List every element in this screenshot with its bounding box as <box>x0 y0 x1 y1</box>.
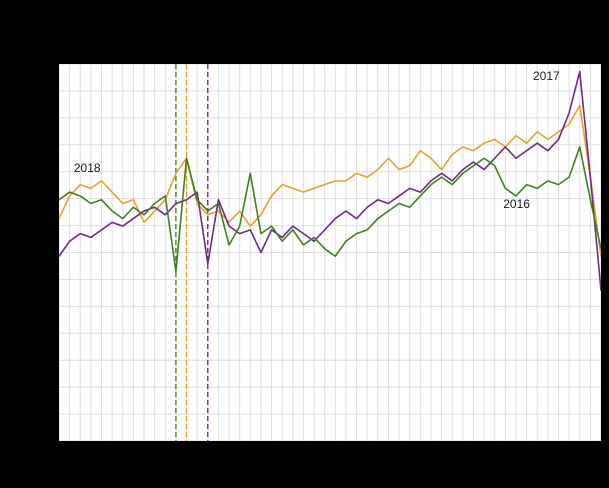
plot-area <box>59 64 601 441</box>
chart-svg <box>59 64 601 441</box>
chart-label-2016: 2016 <box>503 197 530 212</box>
series-line-2018 <box>59 104 601 258</box>
series-line-2016 <box>59 146 601 273</box>
series-line-2017 <box>59 70 601 291</box>
chart-label-2018: 2018 <box>73 161 101 176</box>
chart-label-2017: 2017 <box>532 69 560 84</box>
